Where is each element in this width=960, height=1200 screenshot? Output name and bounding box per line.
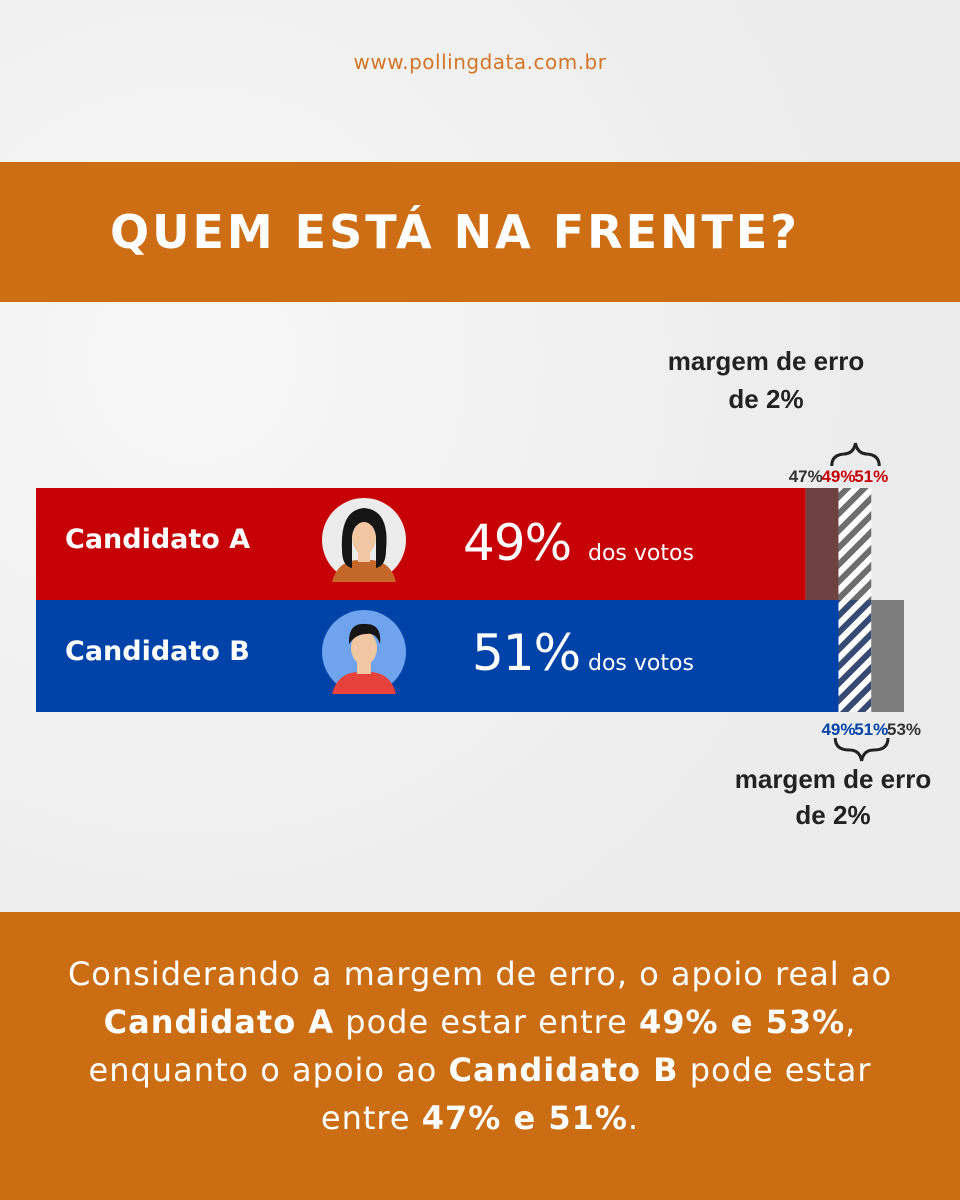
margin-range-high-candidate-b: [871, 600, 904, 712]
man-avatar-icon: [322, 610, 406, 694]
range-label-a-mid: 49%: [821, 467, 855, 486]
range-label-a-low: 47%: [789, 467, 823, 486]
unit-candidate-a: dos votos: [588, 541, 694, 566]
margin-annotation-candidate-b: 49% 51% 53% margem de erro de 2%: [735, 720, 932, 830]
value-candidate-b: 51%: [472, 624, 580, 682]
footer-text-part: 49% e 53%: [638, 1003, 846, 1041]
brace-candidate-a: [830, 442, 881, 467]
margin-title-b-line2: de 2%: [795, 800, 870, 830]
margin-title-a-line2: de 2%: [728, 384, 803, 414]
woman-avatar-icon: [322, 498, 406, 582]
range-label-b-low: 49%: [821, 720, 855, 739]
margin-range-low-candidate-b: [838, 600, 872, 712]
range-label-b-high: 53%: [887, 720, 921, 739]
page-title: QUEM ESTÁ NA FRENTE?: [109, 205, 800, 259]
footer-text-part: Considerando a margem de erro, o apoio r…: [67, 955, 893, 993]
footer-text-part: .: [627, 1099, 640, 1137]
footer-text-part: Candidato B: [448, 1051, 679, 1089]
range-label-a-high: 51%: [854, 467, 888, 486]
bar-group-candidate-a: Candidato A 49% dos votos: [36, 488, 872, 600]
footer-text-part: , enquanto o apoio ao: [88, 1003, 857, 1089]
margin-range-low-candidate-a: [805, 488, 839, 600]
label-candidate-a: Candidato A: [65, 524, 250, 555]
label-candidate-b: Candidato B: [65, 636, 250, 667]
bar-group-candidate-b: Candidato B 51% dos votos: [36, 600, 904, 712]
value-candidate-a: 49%: [463, 514, 571, 572]
margin-range-high-candidate-a: [838, 488, 872, 600]
margin-of-error-chart: Candidato A 49% dos votos Candidato B 51…: [36, 346, 932, 830]
range-label-b-mid: 51%: [854, 720, 888, 739]
footer-band: [0, 912, 960, 1200]
unit-candidate-b: dos votos: [588, 651, 694, 676]
footer-text-part: Candidato A: [103, 1003, 335, 1041]
footer-summary: Considerando a margem de erro, o apoio r…: [60, 950, 900, 1142]
margin-title-b-line1: margem de erro: [735, 764, 932, 794]
site-url: www.pollingdata.com.br: [353, 50, 607, 74]
footer-text-part: 47% e 51%: [421, 1099, 628, 1137]
brace-candidate-b: [833, 737, 890, 762]
margin-annotation-candidate-a: margem de erro de 2% 47% 49% 51%: [668, 346, 889, 486]
margin-title-a-line1: margem de erro: [668, 346, 865, 376]
bar-candidate-b: [36, 600, 839, 712]
footer-text-part: pode estar entre: [320, 1051, 872, 1137]
title-band: QUEM ESTÁ NA FRENTE?: [0, 162, 960, 302]
footer-text-part: pode estar entre: [334, 1003, 639, 1041]
bar-candidate-a: [36, 488, 806, 600]
